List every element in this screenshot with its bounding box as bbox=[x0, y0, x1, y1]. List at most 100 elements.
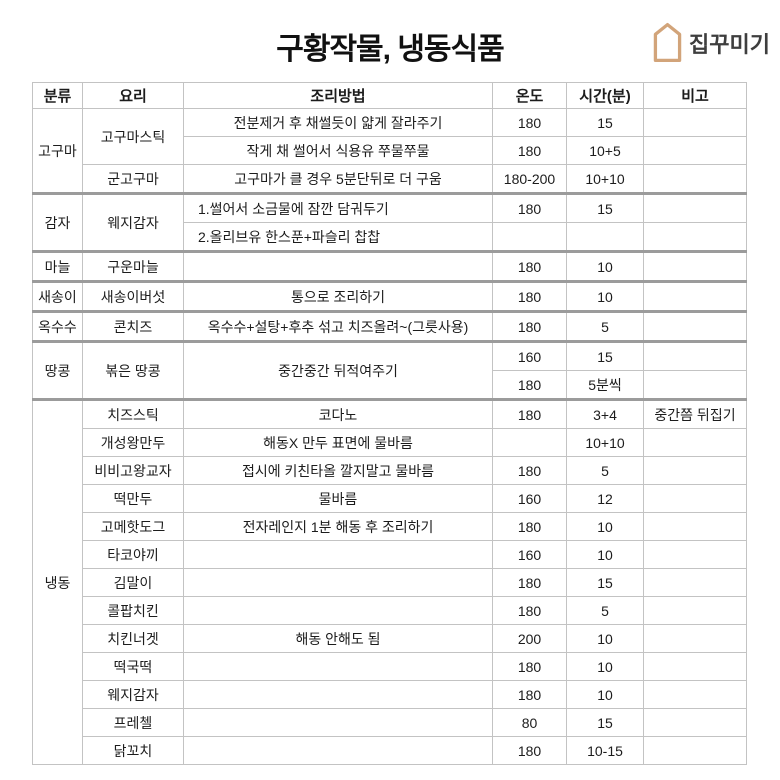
house-icon bbox=[653, 22, 682, 63]
note-cell bbox=[643, 540, 747, 569]
note-cell bbox=[643, 250, 747, 282]
method-cell: 코다노 bbox=[183, 398, 493, 429]
temp-cell: 180 bbox=[492, 680, 567, 709]
table-row: 냉동 치즈스틱 코다노 180 3+4 중간쯤 뒤집기 bbox=[32, 398, 747, 765]
temp-cell: 180 bbox=[492, 108, 567, 137]
time-cell: 5 bbox=[566, 596, 644, 625]
table-header-row: 분류 요리 조리방법 온도 시간(분) 비고 bbox=[32, 82, 747, 109]
temp-cell: 180 bbox=[492, 370, 567, 400]
temp-cell bbox=[492, 222, 567, 252]
time-cell: 10 bbox=[566, 652, 644, 681]
column-header: 분류 bbox=[32, 82, 83, 109]
column-header: 온도 bbox=[492, 82, 567, 109]
table-row: 김말이 180 15 bbox=[33, 568, 747, 597]
page-title: 구황작물, 냉동식품 bbox=[276, 33, 504, 66]
category-cell: 냉동 bbox=[32, 398, 83, 765]
time-cell: 15 bbox=[566, 340, 644, 371]
note-cell bbox=[643, 136, 747, 165]
category-cell: 땅콩 bbox=[32, 340, 83, 400]
time-cell: 10-15 bbox=[566, 736, 644, 765]
time-cell: 10 bbox=[566, 512, 644, 541]
time-cell: 12 bbox=[566, 484, 644, 513]
table-row: 비비고왕교자 접시에 키친타올 깔지말고 물바름 180 5 bbox=[33, 456, 747, 485]
dish-cell: 프레첼 bbox=[82, 708, 184, 737]
category-cell: 마늘 bbox=[32, 250, 83, 282]
dish-cell: 웨지감자 bbox=[82, 192, 184, 252]
time-cell: 10 bbox=[566, 680, 644, 709]
temp-cell: 180 bbox=[492, 310, 567, 342]
dish-cell: 새송이버섯 bbox=[82, 280, 184, 312]
note-cell bbox=[643, 428, 747, 457]
note-cell bbox=[643, 652, 747, 681]
column-header: 비고 bbox=[643, 82, 747, 109]
dish-cell: 치킨너겟 bbox=[82, 624, 184, 653]
temp-cell: 80 bbox=[492, 708, 567, 737]
time-cell: 10+10 bbox=[566, 428, 644, 457]
note-cell bbox=[643, 456, 747, 485]
dish-cell: 콘치즈 bbox=[82, 310, 184, 342]
note-cell bbox=[643, 280, 747, 312]
dish-cell: 고메핫도그 bbox=[82, 512, 184, 541]
time-cell: 5 bbox=[566, 310, 644, 342]
temp-cell: 180 bbox=[492, 568, 567, 597]
category-cell: 새송이 bbox=[32, 280, 83, 312]
column-header: 조리방법 bbox=[183, 82, 493, 109]
table-row: 고메핫도그 전자레인지 1분 해동 후 조리하기 180 10 bbox=[33, 512, 747, 541]
temp-cell: 180 bbox=[492, 280, 567, 312]
note-cell bbox=[643, 568, 747, 597]
method-cell: 2.올리브유 한스푼+파슬리 찹찹 bbox=[183, 222, 493, 252]
note-cell bbox=[643, 680, 747, 709]
table-row: 프레첼 80 15 bbox=[33, 708, 747, 737]
dish-cell: 떡만두 bbox=[82, 484, 184, 513]
method-cell: 옥수수+설탕+후추 섞고 치즈올려~(그릇사용) bbox=[183, 310, 493, 342]
time-cell: 10+10 bbox=[566, 164, 644, 194]
temp-cell: 180 bbox=[492, 192, 567, 223]
note-cell bbox=[643, 624, 747, 653]
time-cell: 10 bbox=[566, 250, 644, 282]
note-cell bbox=[643, 192, 747, 223]
note-cell bbox=[643, 370, 747, 400]
method-cell: 해동X 만두 표면에 물바름 bbox=[183, 428, 493, 457]
time-cell: 10 bbox=[566, 624, 644, 653]
note-cell bbox=[643, 340, 747, 371]
time-cell: 5분씩 bbox=[566, 370, 644, 400]
table-row: 감자 웨지감자 1.썰어서 소금물에 잠깐 담궈두기 180 15 bbox=[32, 192, 747, 252]
table-row: 닭꼬치 180 10-15 bbox=[33, 736, 747, 765]
method-cell: 통으로 조리하기 bbox=[183, 280, 493, 312]
time-cell: 3+4 bbox=[566, 398, 644, 429]
dish-cell: 개성왕만두 bbox=[82, 428, 184, 457]
method-cell: 중간중간 뒤적여주기 bbox=[183, 340, 493, 400]
dish-cell: 떡국떡 bbox=[82, 652, 184, 681]
table-row: 타코야끼 160 10 bbox=[33, 540, 747, 569]
column-header: 요리 bbox=[82, 82, 184, 109]
temp-cell: 160 bbox=[492, 540, 567, 569]
table-row: 웨지감자 180 10 bbox=[33, 680, 747, 709]
time-cell: 15 bbox=[566, 108, 644, 137]
dish-cell: 타코야끼 bbox=[82, 540, 184, 569]
dish-cell: 고구마스틱 bbox=[82, 108, 184, 165]
temp-cell: 160 bbox=[492, 340, 567, 371]
table-row: 떡국떡 180 10 bbox=[33, 652, 747, 681]
page-header: 구황작물, 냉동식품 집꾸미기 bbox=[0, 0, 780, 82]
category-cell: 옥수수 bbox=[32, 310, 83, 342]
column-header: 시간(분) bbox=[566, 82, 644, 109]
method-cell: 고구마가 클 경우 5분단뒤로 더 구움 bbox=[183, 164, 493, 194]
dish-cell: 콜팝치킨 bbox=[82, 596, 184, 625]
temp-cell: 160 bbox=[492, 484, 567, 513]
temp-cell: 180 bbox=[492, 652, 567, 681]
method-cell: 전분제거 후 채썰듯이 얇게 잘라주기 bbox=[183, 108, 493, 137]
brand-name: 집꾸미기 bbox=[689, 31, 770, 57]
note-cell bbox=[643, 222, 747, 252]
note-cell: 중간쯤 뒤집기 bbox=[643, 398, 747, 429]
method-cell: 작게 채 썰어서 식용유 쭈물쭈물 bbox=[183, 136, 493, 165]
dish-cell: 군고구마 bbox=[82, 164, 184, 194]
temp-cell: 180 bbox=[492, 136, 567, 165]
note-cell bbox=[643, 108, 747, 137]
note-cell bbox=[643, 736, 747, 765]
table-row: 작게 채 썰어서 식용유 쭈물쭈물 180 10+5 bbox=[33, 136, 747, 165]
method-cell: 1.썰어서 소금물에 잠깐 담궈두기 bbox=[183, 192, 493, 223]
dish-cell: 김말이 bbox=[82, 568, 184, 597]
dish-cell: 치즈스틱 bbox=[82, 398, 184, 429]
time-cell: 15 bbox=[566, 192, 644, 223]
temp-cell: 180 bbox=[492, 398, 567, 429]
